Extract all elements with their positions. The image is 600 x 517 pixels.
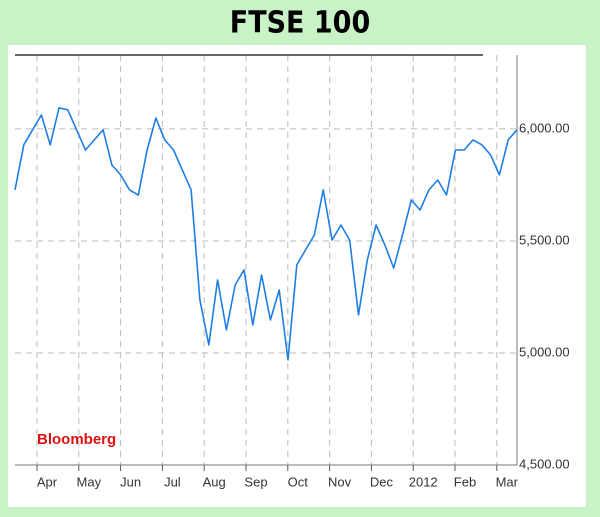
x-tick-label: Nov — [328, 474, 352, 489]
x-tick-label: Oct — [288, 474, 309, 489]
x-tick-label: Apr — [37, 474, 58, 489]
y-tick-label: 5,000.00 — [519, 344, 570, 359]
x-tick-label: Sep — [244, 474, 267, 489]
x-tick-label: May — [77, 474, 102, 489]
y-tick-label: 5,500.00 — [519, 232, 570, 247]
y-tick-label: 4,500.00 — [519, 456, 570, 471]
price-line — [14, 107, 518, 361]
source-label: Bloomberg — [37, 431, 116, 448]
x-tick-label: Jul — [164, 474, 181, 489]
chart-title: FTSE 100 — [230, 6, 370, 41]
chart-panel — [8, 45, 586, 507]
x-tick-label: Aug — [203, 474, 226, 489]
x-tick-label: Jun — [120, 474, 141, 489]
x-tick-label: Feb — [454, 474, 476, 489]
x-tick-label: Dec — [370, 474, 394, 489]
x-tick-label: Mar — [496, 474, 519, 489]
y-tick-label: 6,000.00 — [519, 120, 570, 135]
x-tick-label: 2012 — [409, 474, 438, 489]
